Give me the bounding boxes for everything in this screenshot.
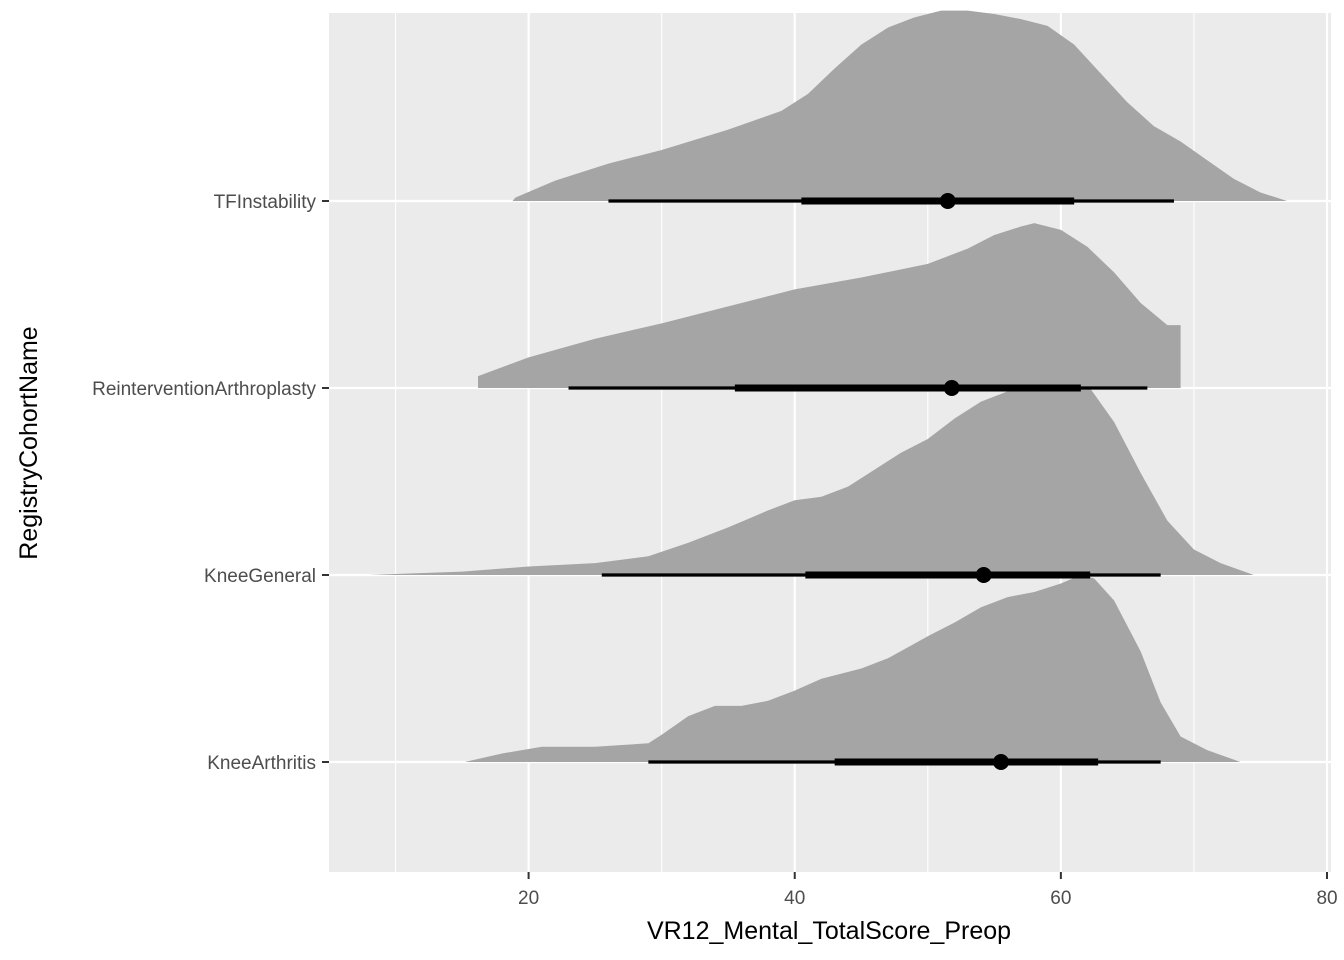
density-ReinterventionArthroplasty <box>478 223 1181 388</box>
y-tick-label: TFInstability <box>214 192 317 213</box>
x-tick-label: 20 <box>518 888 539 909</box>
x-tick-label: 60 <box>1050 888 1071 909</box>
median-point-KneeGeneral <box>975 567 992 583</box>
x-tick-label: 40 <box>784 888 805 909</box>
y-axis: KneeArthritis KneeGeneral ReinterventionAr… <box>92 192 329 774</box>
x-tick-label: 80 <box>1316 888 1337 909</box>
median-point-ReinterventionArthroplasty <box>943 380 960 396</box>
density-KneeArthritis <box>464 575 1241 762</box>
interval-layer <box>568 193 1174 770</box>
y-tick-label: KneeGeneral <box>204 566 316 587</box>
density-layer <box>368 10 1288 762</box>
y-axis-title: RegistryCohortName <box>15 326 43 559</box>
median-point-KneeArthritis <box>992 754 1009 770</box>
y-tick-label: KneeArthritis <box>207 753 316 774</box>
median-point-TFInstability <box>939 193 956 209</box>
x-axis-title: VR12_Mental_TotalScore_Preop <box>647 917 1011 945</box>
density-TFInstability <box>512 10 1288 201</box>
density-KneeGeneral <box>368 371 1254 575</box>
x-axis: 20 40 60 80 <box>518 872 1338 909</box>
y-tick-label: ReinterventionArthroplasty <box>92 379 316 400</box>
